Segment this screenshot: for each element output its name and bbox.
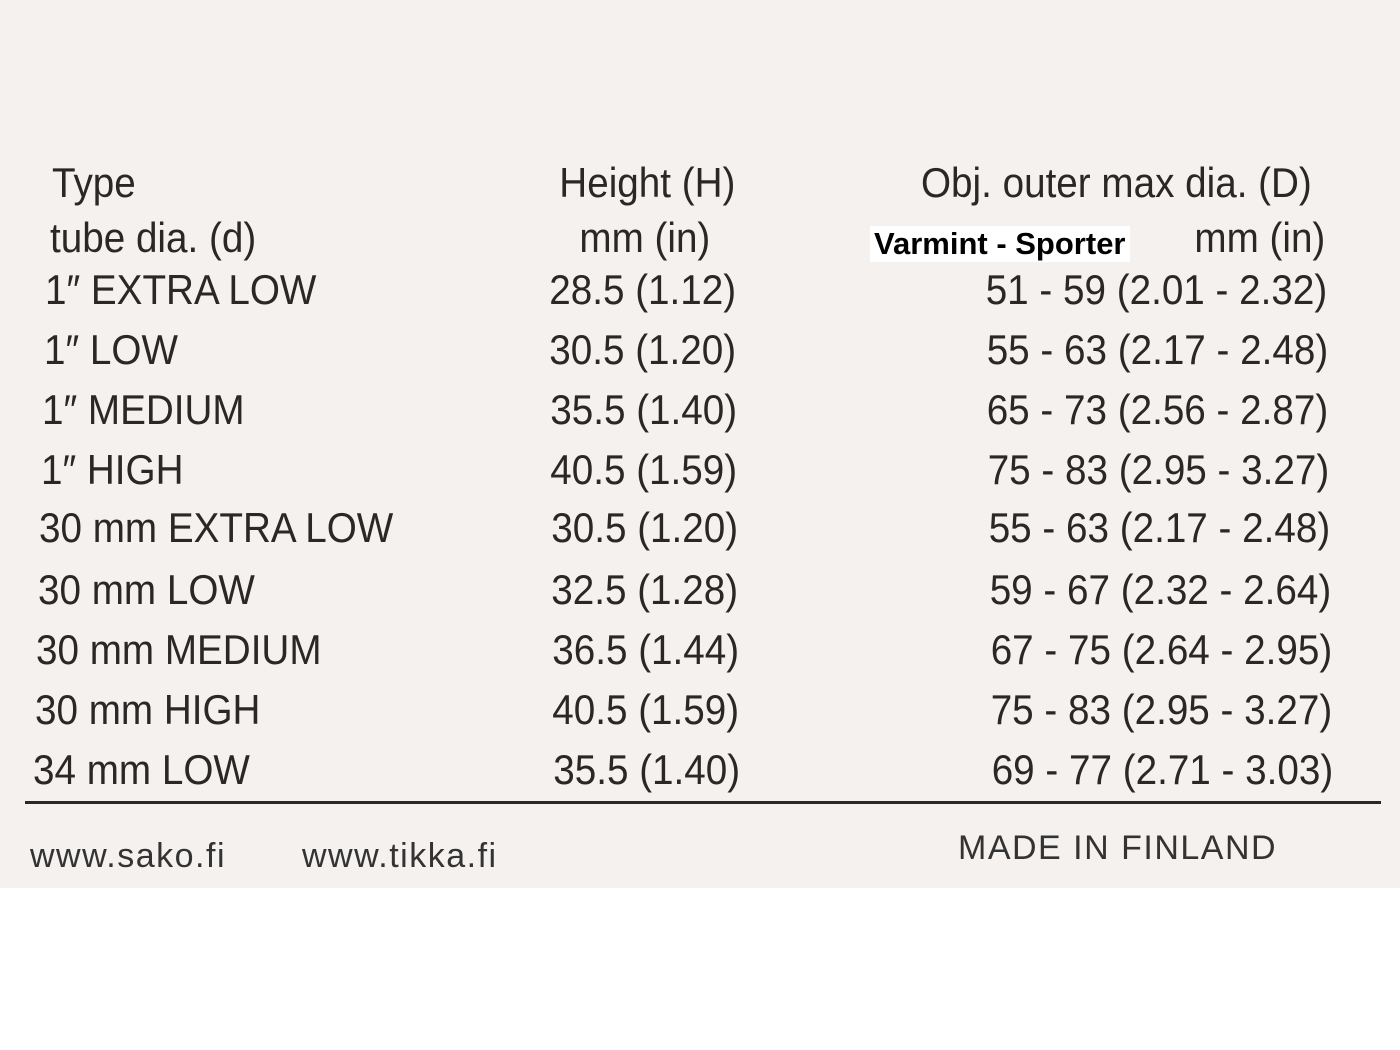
obj-dia-cell: 59 - 67 (2.32 - 2.64) xyxy=(989,566,1331,613)
type-cell: 30 mm LOW xyxy=(37,566,255,613)
header-obj-variants: Varmint - Sporter xyxy=(870,226,1130,262)
type-cell: 1″ MEDIUM xyxy=(42,386,245,433)
type-cell: 30 mm HIGH xyxy=(34,686,260,733)
height-cell: 30.5 (1.20) xyxy=(549,326,737,373)
header-obj-unit: mm (in) xyxy=(1194,214,1325,261)
footer-made-in: MADE IN FINLAND xyxy=(958,829,1278,867)
obj-dia-cell: 69 - 77 (2.71 - 3.03) xyxy=(991,746,1334,793)
height-cell: 28.5 (1.12) xyxy=(549,266,736,313)
type-cell: 1″ HIGH xyxy=(40,446,184,493)
header-type: Type xyxy=(52,159,136,206)
type-cell: 1″ LOW xyxy=(43,326,178,373)
height-cell: 35.5 (1.40) xyxy=(550,386,737,433)
header-height: Height (H) xyxy=(558,159,735,206)
obj-dia-cell: 55 - 63 (2.17 - 2.48) xyxy=(986,326,1328,373)
height-cell: 36.5 (1.44) xyxy=(552,626,739,673)
header-obj-dia: Obj. outer max dia. (D) xyxy=(921,159,1312,206)
header-tube-dia: tube dia. (d) xyxy=(50,214,257,261)
type-cell: 1″ EXTRA LOW xyxy=(45,266,317,313)
height-cell: 40.5 (1.59) xyxy=(552,686,740,733)
footer-link: www.sako.fi xyxy=(30,837,226,875)
obj-dia-cell: 65 - 73 (2.56 - 2.87) xyxy=(987,386,1329,433)
height-cell: 35.5 (1.40) xyxy=(553,746,740,793)
footer-link: www.tikka.fi xyxy=(302,837,498,875)
obj-dia-cell: 67 - 75 (2.64 - 2.95) xyxy=(990,626,1332,673)
spec-card: Type tube dia. (d) Height (H) mm (in) Ob… xyxy=(0,0,1400,888)
obj-dia-cell: 51 - 59 (2.01 - 2.32) xyxy=(985,266,1327,313)
type-cell: 30 mm EXTRA LOW xyxy=(39,504,394,551)
type-cell: 34 mm LOW xyxy=(33,746,250,793)
obj-dia-cell: 75 - 83 (2.95 - 3.27) xyxy=(987,446,1330,493)
type-cell: 30 mm MEDIUM xyxy=(36,626,322,673)
obj-dia-cell: 55 - 63 (2.17 - 2.48) xyxy=(988,504,1331,551)
height-cell: 30.5 (1.20) xyxy=(551,504,738,551)
divider xyxy=(25,801,1381,804)
obj-dia-cell: 75 - 83 (2.95 - 3.27) xyxy=(991,686,1333,733)
height-cell: 32.5 (1.28) xyxy=(551,566,739,613)
header-height-unit: mm (in) xyxy=(579,214,710,261)
height-cell: 40.5 (1.59) xyxy=(550,446,738,493)
